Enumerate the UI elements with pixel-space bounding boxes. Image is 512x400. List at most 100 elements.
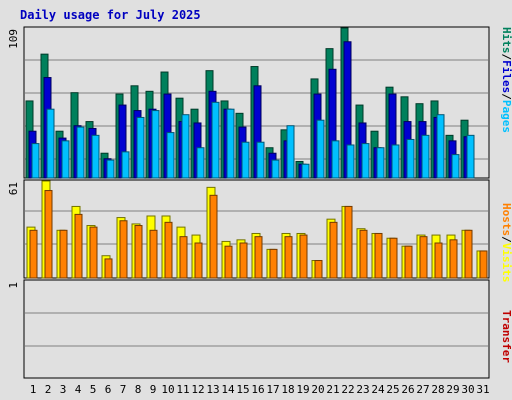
pages-bar (286, 125, 295, 179)
hosts-bar (29, 229, 38, 279)
x-tick-label: 16 (251, 383, 264, 396)
hosts-bar (149, 229, 158, 279)
hosts-bar (74, 213, 83, 279)
x-tick-label: 7 (120, 383, 127, 396)
pages-bar (331, 140, 340, 179)
x-tick-label: 2 (45, 383, 52, 396)
x-tick-label: 29 (446, 383, 459, 396)
pages-bar (211, 101, 220, 179)
chart-title: Daily usage for July 2025 (20, 8, 201, 22)
legend-separator: / (500, 54, 512, 61)
pages-bar (181, 114, 190, 179)
x-tick-label: 18 (281, 383, 294, 396)
x-tick-label: 3 (60, 383, 67, 396)
hosts-bar (374, 232, 383, 279)
x-tick-label: 13 (206, 383, 219, 396)
pages-bar (466, 134, 475, 179)
hosts-bar (449, 239, 458, 279)
hosts-bar (284, 236, 293, 279)
pages-bar (361, 143, 370, 179)
hosts-bar (344, 205, 353, 279)
hosts-bar (389, 237, 398, 279)
pages-bar (76, 126, 85, 179)
hosts-bar (359, 229, 368, 279)
hosts-bar (194, 242, 203, 279)
y-tick-label: 109 (7, 29, 20, 49)
hosts-bar (179, 236, 188, 279)
pages-bar (106, 159, 115, 179)
hosts-bar (254, 236, 263, 279)
hosts-bar (419, 236, 428, 279)
x-tick-label: 27 (416, 383, 429, 396)
hosts-bar (164, 221, 173, 279)
x-tick-label: 28 (431, 383, 444, 396)
hosts-bar (224, 245, 233, 279)
x-tick-label: 25 (386, 383, 399, 396)
hosts-bar (299, 234, 308, 279)
hosts-bar (404, 245, 413, 279)
hosts-bar (134, 225, 143, 279)
x-tick-label: 21 (326, 383, 339, 396)
hosts-bar (434, 242, 443, 279)
hosts-bar (119, 220, 128, 279)
pages-bar (421, 134, 430, 179)
x-tick-label: 23 (356, 383, 369, 396)
hosts-bar (239, 242, 248, 279)
pages-bar (166, 132, 175, 179)
pages-bar (301, 163, 310, 179)
y-tick-label: 1 (7, 282, 20, 289)
pages-bar (376, 147, 385, 179)
legend-entry: Pages (500, 100, 512, 133)
x-tick-label: 30 (461, 383, 474, 396)
legend-entry: Files (500, 60, 512, 93)
pages-bar (91, 134, 100, 179)
x-tick-label: 1 (30, 383, 37, 396)
pages-bar (196, 147, 205, 179)
series-legend-label: Hits/Files/Pages (500, 27, 512, 133)
x-tick-label: 22 (341, 383, 354, 396)
x-tick-label: 15 (236, 383, 249, 396)
pages-bar (391, 144, 400, 179)
pages-bar (346, 144, 355, 179)
hosts-bar (89, 226, 98, 279)
pages-bar (136, 116, 145, 179)
x-tick-label: 20 (311, 383, 324, 396)
legend-entry: Hits (500, 27, 512, 54)
legend-separator: / (500, 236, 512, 243)
pages-bar (121, 151, 130, 179)
hosts-bar (209, 194, 218, 279)
series-legend-label: Hosts/Visits (500, 203, 512, 283)
pages-bar (31, 143, 40, 179)
pages-bar (451, 154, 460, 179)
hosts-bar (479, 250, 488, 279)
x-tick-label: 31 (476, 383, 489, 396)
x-tick-label: 24 (371, 383, 385, 396)
x-tick-label: 5 (90, 383, 97, 396)
hosts-bar (104, 258, 113, 279)
pages-bar (406, 138, 415, 179)
series-legend-label: Transfer (500, 310, 512, 363)
hosts-bar (59, 229, 68, 279)
x-tick-label: 4 (75, 383, 82, 396)
x-tick-label: 26 (401, 383, 414, 396)
x-tick-label: 11 (176, 383, 189, 396)
x-tick-label: 14 (221, 383, 235, 396)
x-tick-label: 10 (161, 383, 174, 396)
panel-frame (23, 279, 490, 379)
legend-separator: / (500, 93, 512, 100)
legend-entry: Visits (500, 243, 512, 283)
pages-bar (241, 141, 250, 179)
x-tick-label: 12 (191, 383, 204, 396)
y-tick-label: 61 (7, 182, 20, 195)
x-tick-label: 9 (150, 383, 157, 396)
pages-bar (226, 108, 235, 179)
pages-bar (61, 140, 70, 179)
pages-bar (151, 110, 160, 179)
x-tick-label: 8 (135, 383, 142, 396)
legend-entry: Transfer (500, 310, 512, 363)
x-tick-label: 19 (296, 383, 309, 396)
x-tick-label: 6 (105, 383, 112, 396)
pages-bar (316, 119, 325, 179)
hosts-bar (329, 221, 338, 279)
